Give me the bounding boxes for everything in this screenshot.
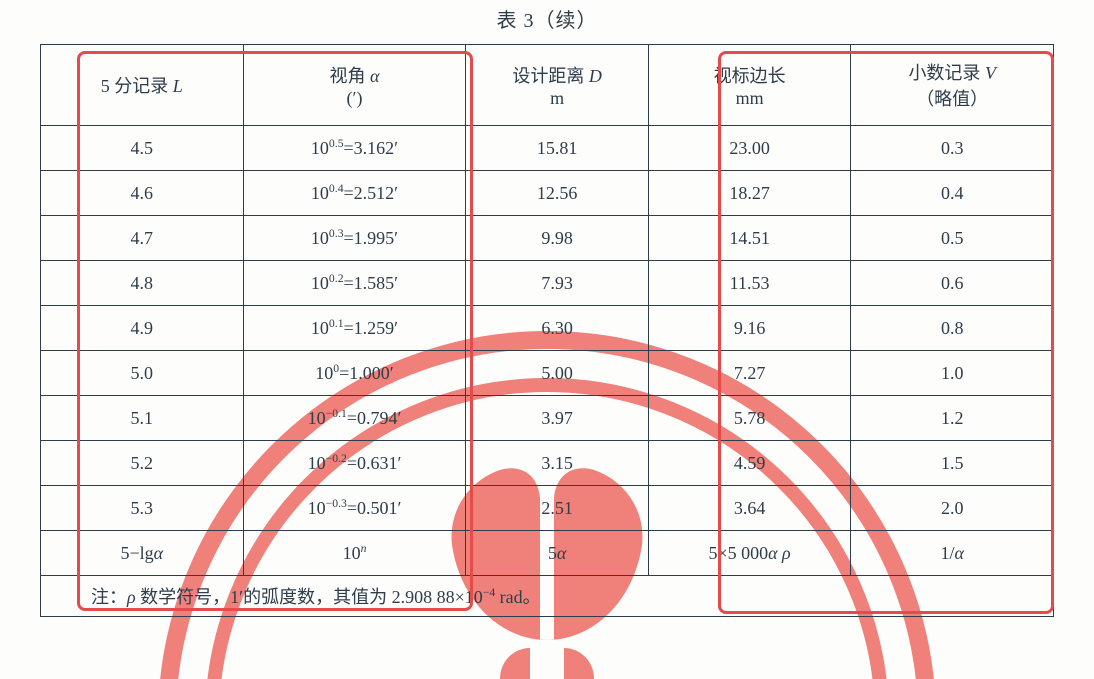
cell-D: 12.56 <box>466 171 648 216</box>
cell-V: 1.2 <box>851 396 1054 441</box>
table-note-row: 注：ρ 数学符号，1′的弧度数，其值为 2.908 88×10−4 rad。 <box>41 576 1054 617</box>
table-row: 4.6100.4=2.512′12.5618.270.4 <box>41 171 1054 216</box>
cell-V: 0.4 <box>851 171 1054 216</box>
cell-alpha: 10−0.1=0.794′ <box>243 396 466 441</box>
cell-D: 3.15 <box>466 441 648 486</box>
cell-D: 5.00 <box>466 351 648 396</box>
cell-D: 2.51 <box>466 486 648 531</box>
cell-side: 23.00 <box>648 126 851 171</box>
table-row: 5.110−0.1=0.794′3.975.781.2 <box>41 396 1054 441</box>
cell-L: 5.3 <box>41 486 244 531</box>
cell-V: 1.5 <box>851 441 1054 486</box>
table-row: 4.7100.3=1.995′9.9814.510.5 <box>41 216 1054 261</box>
cell-alpha: 10−0.3=0.501′ <box>243 486 466 531</box>
cell-L: 4.6 <box>41 171 244 216</box>
cell-side: 5×5 000α ρ <box>648 531 851 576</box>
table-container: 5 分记录 L 视角 α (′) 设计距离 D m 视标边长 mm <box>40 44 1054 617</box>
table-row: 5−lgα10n5α5×5 000α ρ1/α <box>41 531 1054 576</box>
cell-L: 4.5 <box>41 126 244 171</box>
cell-D: 9.98 <box>466 216 648 261</box>
cell-side: 9.16 <box>648 306 851 351</box>
cell-side: 4.59 <box>648 441 851 486</box>
table-header-row: 5 分记录 L 视角 α (′) 设计距离 D m 视标边长 mm <box>41 45 1054 126</box>
cell-alpha: 10−0.2=0.631′ <box>243 441 466 486</box>
cell-V: 1.0 <box>851 351 1054 396</box>
page-root: 表 3（续） 5 分记录 L 视角 α (′) 设计距离 D <box>0 0 1094 679</box>
table-row: 5.310−0.3=0.501′2.513.642.0 <box>41 486 1054 531</box>
table-body: 4.5100.5=3.162′15.8123.000.34.6100.4=2.5… <box>41 126 1054 576</box>
cell-L: 4.7 <box>41 216 244 261</box>
vision-table: 5 分记录 L 视角 α (′) 设计距离 D m 视标边长 mm <box>40 44 1054 617</box>
cell-alpha: 100.3=1.995′ <box>243 216 466 261</box>
col-header-V: 小数记录 V （略值） <box>851 45 1054 126</box>
cell-L: 5.2 <box>41 441 244 486</box>
cell-L: 5.1 <box>41 396 244 441</box>
cell-alpha: 100.2=1.585′ <box>243 261 466 306</box>
cell-V: 2.0 <box>851 486 1054 531</box>
cell-V: 0.3 <box>851 126 1054 171</box>
cell-D: 7.93 <box>466 261 648 306</box>
cell-side: 18.27 <box>648 171 851 216</box>
table-caption: 表 3（续） <box>0 4 1094 33</box>
table-row: 4.9100.1=1.259′6.309.160.8 <box>41 306 1054 351</box>
col-header-alpha: 视角 α (′) <box>243 45 466 126</box>
cell-alpha: 100.5=3.162′ <box>243 126 466 171</box>
col-header-L: 5 分记录 L <box>41 45 244 126</box>
col-header-D: 设计距离 D m <box>466 45 648 126</box>
table-row: 4.8100.2=1.585′7.9311.530.6 <box>41 261 1054 306</box>
cell-L: 5.0 <box>41 351 244 396</box>
table-row: 5.210−0.2=0.631′3.154.591.5 <box>41 441 1054 486</box>
cell-D: 5α <box>466 531 648 576</box>
cell-L: 5−lgα <box>41 531 244 576</box>
cell-V: 0.8 <box>851 306 1054 351</box>
cell-V: 1/α <box>851 531 1054 576</box>
cell-V: 0.6 <box>851 261 1054 306</box>
cell-alpha: 100.1=1.259′ <box>243 306 466 351</box>
table-row: 5.0100=1.000′5.007.271.0 <box>41 351 1054 396</box>
cell-D: 3.97 <box>466 396 648 441</box>
cell-L: 4.8 <box>41 261 244 306</box>
cell-side: 14.51 <box>648 216 851 261</box>
col-header-side: 视标边长 mm <box>648 45 851 126</box>
cell-D: 15.81 <box>466 126 648 171</box>
table-row: 4.5100.5=3.162′15.8123.000.3 <box>41 126 1054 171</box>
table-note: 注：ρ 数学符号，1′的弧度数，其值为 2.908 88×10−4 rad。 <box>41 576 1054 617</box>
cell-D: 6.30 <box>466 306 648 351</box>
cell-alpha: 10n <box>243 531 466 576</box>
cell-alpha: 100=1.000′ <box>243 351 466 396</box>
cell-alpha: 100.4=2.512′ <box>243 171 466 216</box>
cell-L: 4.9 <box>41 306 244 351</box>
cell-side: 11.53 <box>648 261 851 306</box>
cell-side: 7.27 <box>648 351 851 396</box>
cell-side: 5.78 <box>648 396 851 441</box>
cell-side: 3.64 <box>648 486 851 531</box>
cell-V: 0.5 <box>851 216 1054 261</box>
